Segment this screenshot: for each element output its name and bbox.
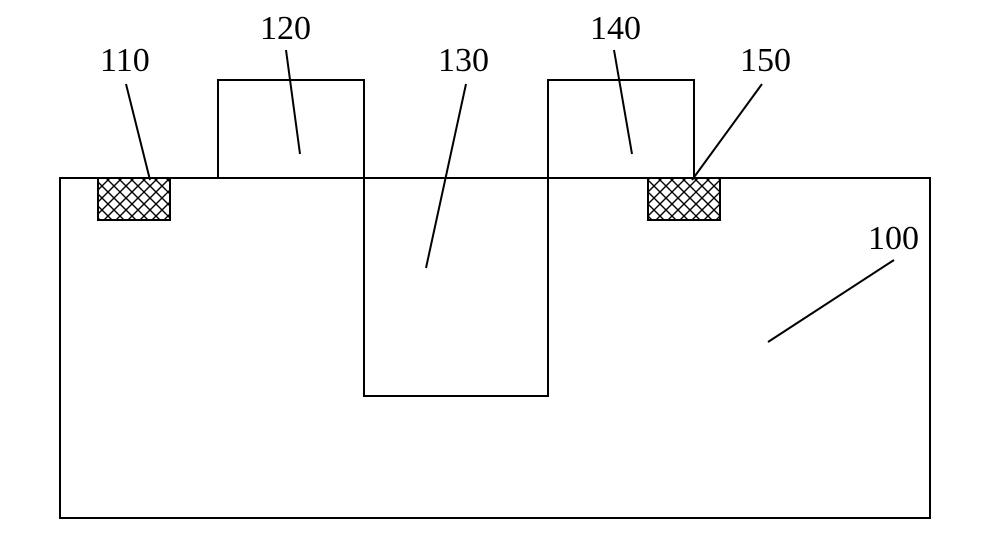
trench-130 [364,178,548,396]
leader-140 [614,50,632,154]
leader-100 [768,260,894,342]
label-140: 140 [590,10,641,48]
region-150 [648,178,720,220]
substrate-100 [60,178,930,518]
leader-130 [426,84,466,268]
label-120: 120 [260,10,311,48]
leader-120 [286,50,300,154]
label-110: 110 [100,42,150,80]
region-110 [98,178,170,220]
leader-150 [692,84,762,180]
leader-110 [126,84,150,180]
diagram-canvas: 110 120 130 140 150 100 [0,0,1000,552]
label-100: 100 [868,220,919,258]
gate-120 [218,80,364,178]
diagram-svg [0,0,1000,552]
label-150: 150 [740,42,791,80]
label-130: 130 [438,42,489,80]
